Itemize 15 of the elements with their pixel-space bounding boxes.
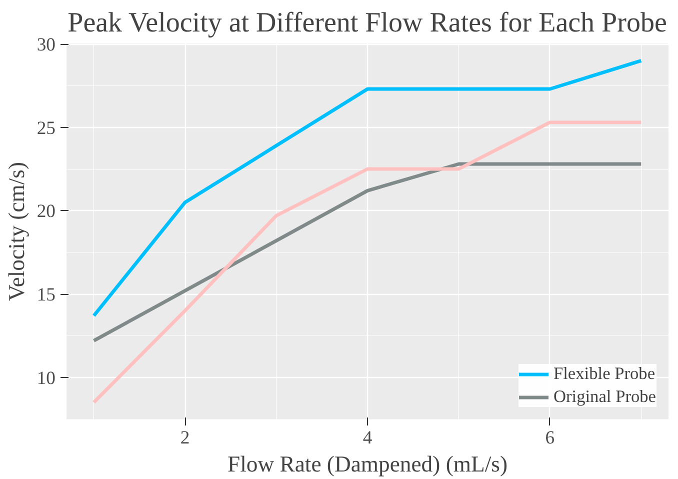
y-tick-label: 10 xyxy=(36,368,56,389)
chart-title: Peak Velocity at Different Flow Rates for Each Probe xyxy=(68,8,667,38)
y-tick-label: 30 xyxy=(36,34,56,56)
x-tick-label: 4 xyxy=(362,428,373,448)
y-axis-title: Velocity (cm/s) xyxy=(4,162,29,302)
line-series xyxy=(92,58,643,318)
line-series xyxy=(92,162,643,342)
legend-label: Flexible Probe xyxy=(553,364,656,384)
legend-label: Original Probe xyxy=(553,387,656,407)
y-tick-label: 15 xyxy=(36,284,56,306)
x-tick-label: 6 xyxy=(545,428,555,448)
x-tick-label: 2 xyxy=(180,428,190,448)
x-axis-title: Flow Rate (Dampened) (mL/s) xyxy=(228,452,508,476)
y-tick-label: 25 xyxy=(36,118,56,139)
y-tick-label: 20 xyxy=(36,201,56,222)
